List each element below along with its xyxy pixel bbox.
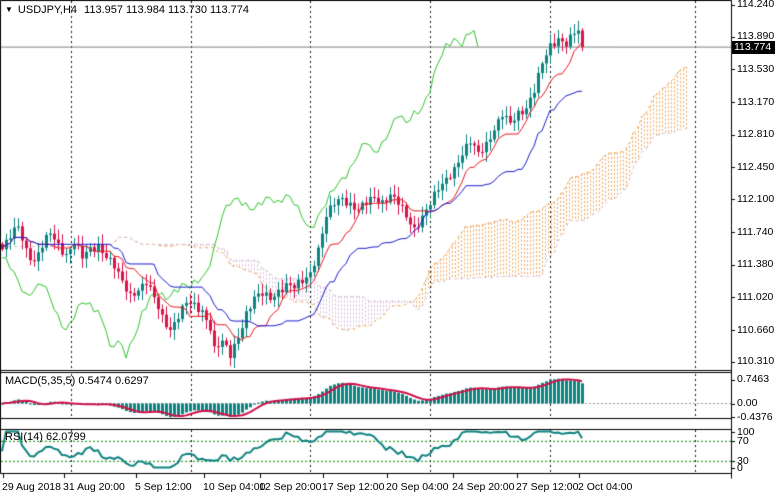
indicator-tick-label: -0.4376 [737,410,773,423]
symbol-title: USDJPY,H4 [17,4,78,16]
time-axis-label: 5 Sep 12:00 [135,481,192,493]
indicator-tick-label: 0 [737,461,743,474]
indicator-tick-label: 0.7463 [737,373,770,386]
symbol-dropdown-icon[interactable]: ▼ [5,5,13,14]
price-tick-label: 113.890 [737,30,775,43]
time-axis-label: 31 Aug 20:00 [63,481,125,493]
time-axis-label: 20 Sep 04:00 [386,481,449,493]
indicator-tick-label: 100 [737,425,755,438]
price-tick-label: 112.450 [737,160,775,173]
price-tick-label: 112.810 [737,128,775,141]
time-axis-label: 29 Aug 2018 [2,481,61,493]
time-axis-label: 10 Sep 04:00 [203,481,266,493]
time-axis-label: 12 Sep 20:00 [259,481,322,493]
rsi-panel-label: RSI(14) 62.0799 [5,431,86,443]
chart-title: ▼ USDJPY,H4 113.957 113.984 113.730 113.77… [5,4,249,16]
price-tick-label: 114.240 [737,0,775,11]
price-tick-label: 111.740 [737,225,774,238]
price-tick-label: 113.170 [737,95,775,108]
time-axis-label: 27 Sep 12:00 [516,481,579,493]
current-price-badge: 113.774 [732,40,775,54]
price-tick-label: 111.020 [737,290,774,303]
indicator-tick-label: 70 [737,435,749,448]
time-axis-label: 17 Sep 12:00 [322,481,385,493]
indicator-tick-label: 0.00 [737,397,758,409]
time-axis-label: 24 Sep 20:00 [452,481,515,493]
macd-panel-label: MACD(5,35,5) 0.5474 0.6297 [5,375,149,387]
price-tick-label: 110.660 [737,323,775,336]
price-tick-label: 111.380 [737,258,774,271]
time-axis-label: 2 Oct 04:00 [578,481,633,493]
price-tick-label: 113.530 [737,62,775,75]
price-tick-label: 110.310 [737,355,775,368]
indicator-tick-label: 30 [737,455,749,468]
price-tick-label: 112.100 [737,192,775,205]
ohlc-values: 113.957 113.984 113.730 113.774 [84,4,249,16]
